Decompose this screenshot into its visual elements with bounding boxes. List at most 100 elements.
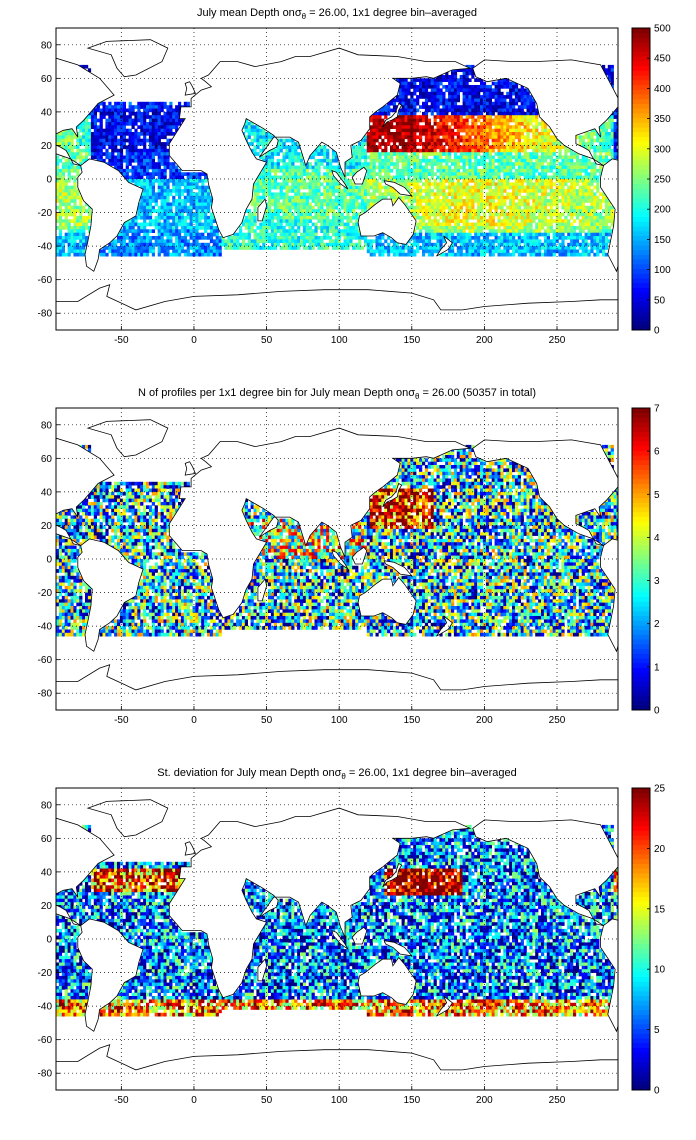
bin-cell: [90, 115, 95, 119]
bin-cell: [471, 68, 475, 72]
bin-cell: [500, 185, 504, 190]
bin-cell: [253, 182, 257, 187]
bin-cell: [355, 219, 359, 223]
bin-cell: [300, 158, 304, 163]
bin-cell: [485, 242, 490, 247]
bin-cell: [70, 135, 74, 140]
bin-cell: [331, 239, 336, 244]
bin-cell: [413, 108, 417, 113]
bin-cell: [416, 185, 420, 190]
bin-cell: [526, 175, 530, 180]
bin-cell: [340, 175, 344, 180]
bin-cell: [134, 145, 138, 150]
bin-cell: [416, 202, 420, 207]
bin-cell: [456, 189, 460, 193]
bin-cell: [105, 108, 109, 113]
bin-cell: [128, 242, 132, 247]
bin-cell: [413, 209, 417, 213]
bin-cell: [509, 232, 513, 237]
bin-cell: [250, 212, 254, 217]
bin-cell: [128, 101, 132, 106]
bin-cell: [494, 122, 498, 126]
bin-cell: [445, 135, 449, 140]
bin-cell: [390, 179, 394, 183]
bin-cell: [56, 172, 60, 176]
bin-cell: [526, 95, 530, 99]
bin-cell: [76, 168, 80, 173]
bin-cell: [134, 111, 138, 116]
bin-cell: [265, 246, 269, 250]
bin-cell: [291, 195, 295, 200]
bin-cell: [119, 108, 124, 113]
bin-cell: [148, 152, 153, 156]
bin-cell: [387, 185, 391, 190]
bin-cell: [137, 148, 141, 153]
bin-cell: [111, 145, 115, 150]
bin-cell: [259, 195, 263, 200]
bin-cell: [445, 222, 449, 227]
bin-cell: [218, 242, 222, 247]
bin-cell: [497, 192, 501, 197]
bin-cell: [509, 145, 513, 150]
bin-cell: [140, 246, 144, 250]
bin-cell: [157, 205, 161, 210]
bin-cell: [317, 236, 321, 240]
bin-cell: [453, 195, 458, 200]
bin-cell: [163, 212, 167, 217]
bin-cell: [430, 158, 434, 163]
bin-cell: [526, 152, 530, 156]
bin-cell: [436, 168, 440, 173]
bin-cell: [451, 195, 455, 200]
bin-cell: [361, 162, 365, 166]
bin-cell: [427, 239, 431, 244]
bin-cell: [459, 165, 463, 170]
bin-cell: [465, 252, 469, 257]
bin-cell: [166, 189, 170, 193]
bin-cell: [331, 215, 336, 220]
bin-cell: [477, 88, 481, 93]
bin-cell: [453, 209, 458, 213]
bin-cell: [424, 209, 429, 213]
bin-cell: [265, 142, 269, 146]
bin-cell: [169, 122, 173, 126]
bin-cell: [381, 195, 385, 200]
bin-cell: [381, 192, 385, 197]
bin-cell: [506, 101, 510, 106]
bin-cell: [311, 152, 315, 156]
bin-cell: [73, 215, 77, 220]
bin-cell: [146, 232, 150, 237]
bin-cell: [477, 219, 481, 223]
bin-cell: [314, 236, 318, 240]
bin-cell: [407, 142, 411, 146]
bin-cell: [99, 101, 103, 106]
bin-cell: [459, 145, 463, 150]
bin-cell: [442, 222, 446, 227]
bin-cell: [471, 64, 475, 69]
bin-cell: [366, 242, 370, 247]
bin-cell: [308, 219, 312, 223]
bin-cell: [285, 232, 289, 237]
bin-cell: [201, 249, 205, 254]
bin-cell: [183, 185, 187, 190]
bin-cell: [160, 215, 164, 220]
bin-cell: [436, 108, 440, 113]
bin-cell: [128, 162, 132, 166]
bin-cell: [285, 222, 289, 227]
bin-cell: [308, 209, 312, 213]
bin-cell: [474, 145, 478, 150]
bin-cell: [137, 101, 141, 106]
bin-cell: [488, 202, 492, 207]
bin-cell: [439, 226, 443, 230]
bin-cell: [56, 175, 60, 180]
bin-cell: [134, 172, 138, 176]
bin-cell: [517, 108, 521, 113]
bin-cell: [99, 155, 103, 160]
bin-cell: [416, 128, 420, 133]
bin-cell: [494, 105, 498, 109]
bin-cell: [436, 132, 440, 136]
bin-cell: [262, 138, 266, 143]
bin-cell: [331, 182, 336, 187]
bin-cell: [514, 118, 519, 123]
bin-cell: [308, 175, 312, 180]
bin-cell: [375, 128, 379, 133]
